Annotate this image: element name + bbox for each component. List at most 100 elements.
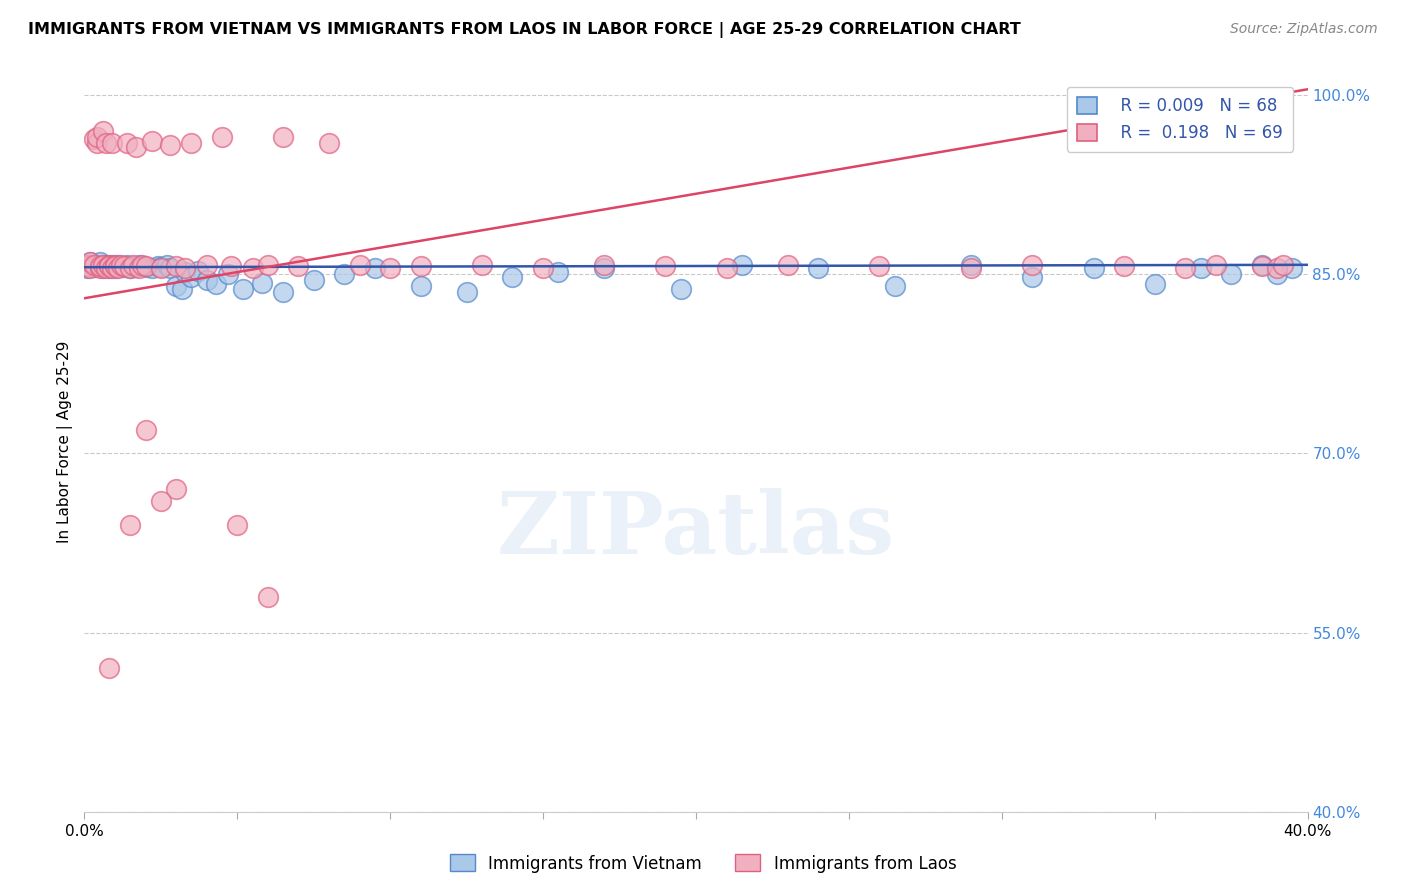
Point: [149, 260, 172, 275]
Point: [128, 258, 150, 272]
Point: [409, 279, 432, 293]
Point: [89, 260, 111, 275]
Point: [287, 259, 309, 273]
Point: [669, 282, 692, 296]
Point: [135, 260, 157, 275]
Point: [1143, 277, 1166, 291]
Point: [456, 285, 478, 300]
Point: [115, 258, 138, 272]
Point: [107, 258, 129, 272]
Point: [1114, 259, 1136, 273]
Point: [159, 261, 181, 276]
Point: [112, 259, 135, 273]
Point: [1021, 269, 1043, 284]
Point: [195, 273, 218, 287]
Point: [104, 261, 127, 276]
Point: [149, 494, 172, 508]
Point: [107, 261, 129, 276]
Point: [97, 258, 120, 272]
Point: [94, 260, 117, 275]
Point: [593, 261, 616, 276]
Point: [76, 259, 98, 273]
Point: [83, 258, 105, 272]
Point: [89, 261, 111, 276]
Point: [135, 423, 157, 437]
Legend: Immigrants from Vietnam, Immigrants from Laos: Immigrants from Vietnam, Immigrants from…: [443, 847, 963, 880]
Point: [1265, 261, 1288, 276]
Point: [83, 259, 105, 273]
Point: [91, 258, 114, 272]
Point: [110, 258, 132, 272]
Point: [219, 259, 242, 273]
Point: [547, 265, 569, 279]
Point: [380, 261, 402, 276]
Point: [97, 661, 120, 675]
Point: [1189, 261, 1212, 276]
Point: [174, 265, 197, 279]
Point: [101, 260, 124, 275]
Point: [250, 276, 273, 290]
Point: [186, 264, 208, 278]
Point: [1174, 261, 1197, 276]
Point: [776, 258, 799, 272]
Point: [149, 261, 172, 276]
Point: [141, 134, 163, 148]
Point: [125, 260, 148, 275]
Point: [716, 261, 738, 276]
Point: [146, 259, 169, 273]
Point: [165, 279, 187, 293]
Point: [302, 273, 325, 287]
Point: [1272, 258, 1295, 272]
Point: [195, 258, 218, 272]
Point: [1265, 268, 1288, 282]
Point: [318, 136, 340, 150]
Point: [960, 261, 983, 276]
Point: [654, 259, 676, 273]
Point: [1250, 259, 1272, 273]
Point: [110, 259, 132, 273]
Point: [83, 132, 105, 146]
Point: [869, 259, 891, 273]
Y-axis label: In Labor Force | Age 25-29: In Labor Force | Age 25-29: [58, 341, 73, 542]
Point: [141, 261, 163, 276]
Point: [120, 518, 142, 533]
Point: [86, 136, 108, 150]
Point: [883, 279, 905, 293]
Point: [91, 124, 114, 138]
Point: [349, 258, 371, 272]
Point: [807, 261, 830, 276]
Point: [731, 258, 754, 272]
Point: [91, 259, 114, 273]
Point: [115, 136, 138, 150]
Point: [89, 258, 111, 272]
Point: [180, 136, 202, 150]
Point: [83, 260, 105, 275]
Point: [593, 258, 616, 272]
Point: [257, 590, 280, 604]
Point: [135, 259, 157, 273]
Point: [211, 130, 233, 145]
Point: [180, 269, 202, 284]
Point: [205, 277, 228, 291]
Point: [217, 268, 239, 282]
Point: [131, 258, 153, 272]
Point: [226, 518, 249, 533]
Point: [104, 259, 127, 273]
Point: [165, 259, 187, 273]
Point: [79, 261, 101, 276]
Point: [502, 269, 524, 284]
Point: [122, 258, 145, 272]
Point: [79, 255, 101, 269]
Point: [1220, 268, 1243, 282]
Point: [112, 260, 135, 275]
Legend:   R = 0.009   N = 68,   R =  0.198   N = 69: R = 0.009 N = 68, R = 0.198 N = 69: [1067, 87, 1294, 152]
Point: [1083, 261, 1105, 276]
Point: [333, 268, 356, 282]
Point: [159, 138, 181, 153]
Point: [531, 261, 554, 276]
Point: [172, 282, 194, 296]
Point: [1250, 258, 1272, 272]
Point: [257, 258, 280, 272]
Point: [271, 130, 294, 145]
Point: [125, 139, 148, 153]
